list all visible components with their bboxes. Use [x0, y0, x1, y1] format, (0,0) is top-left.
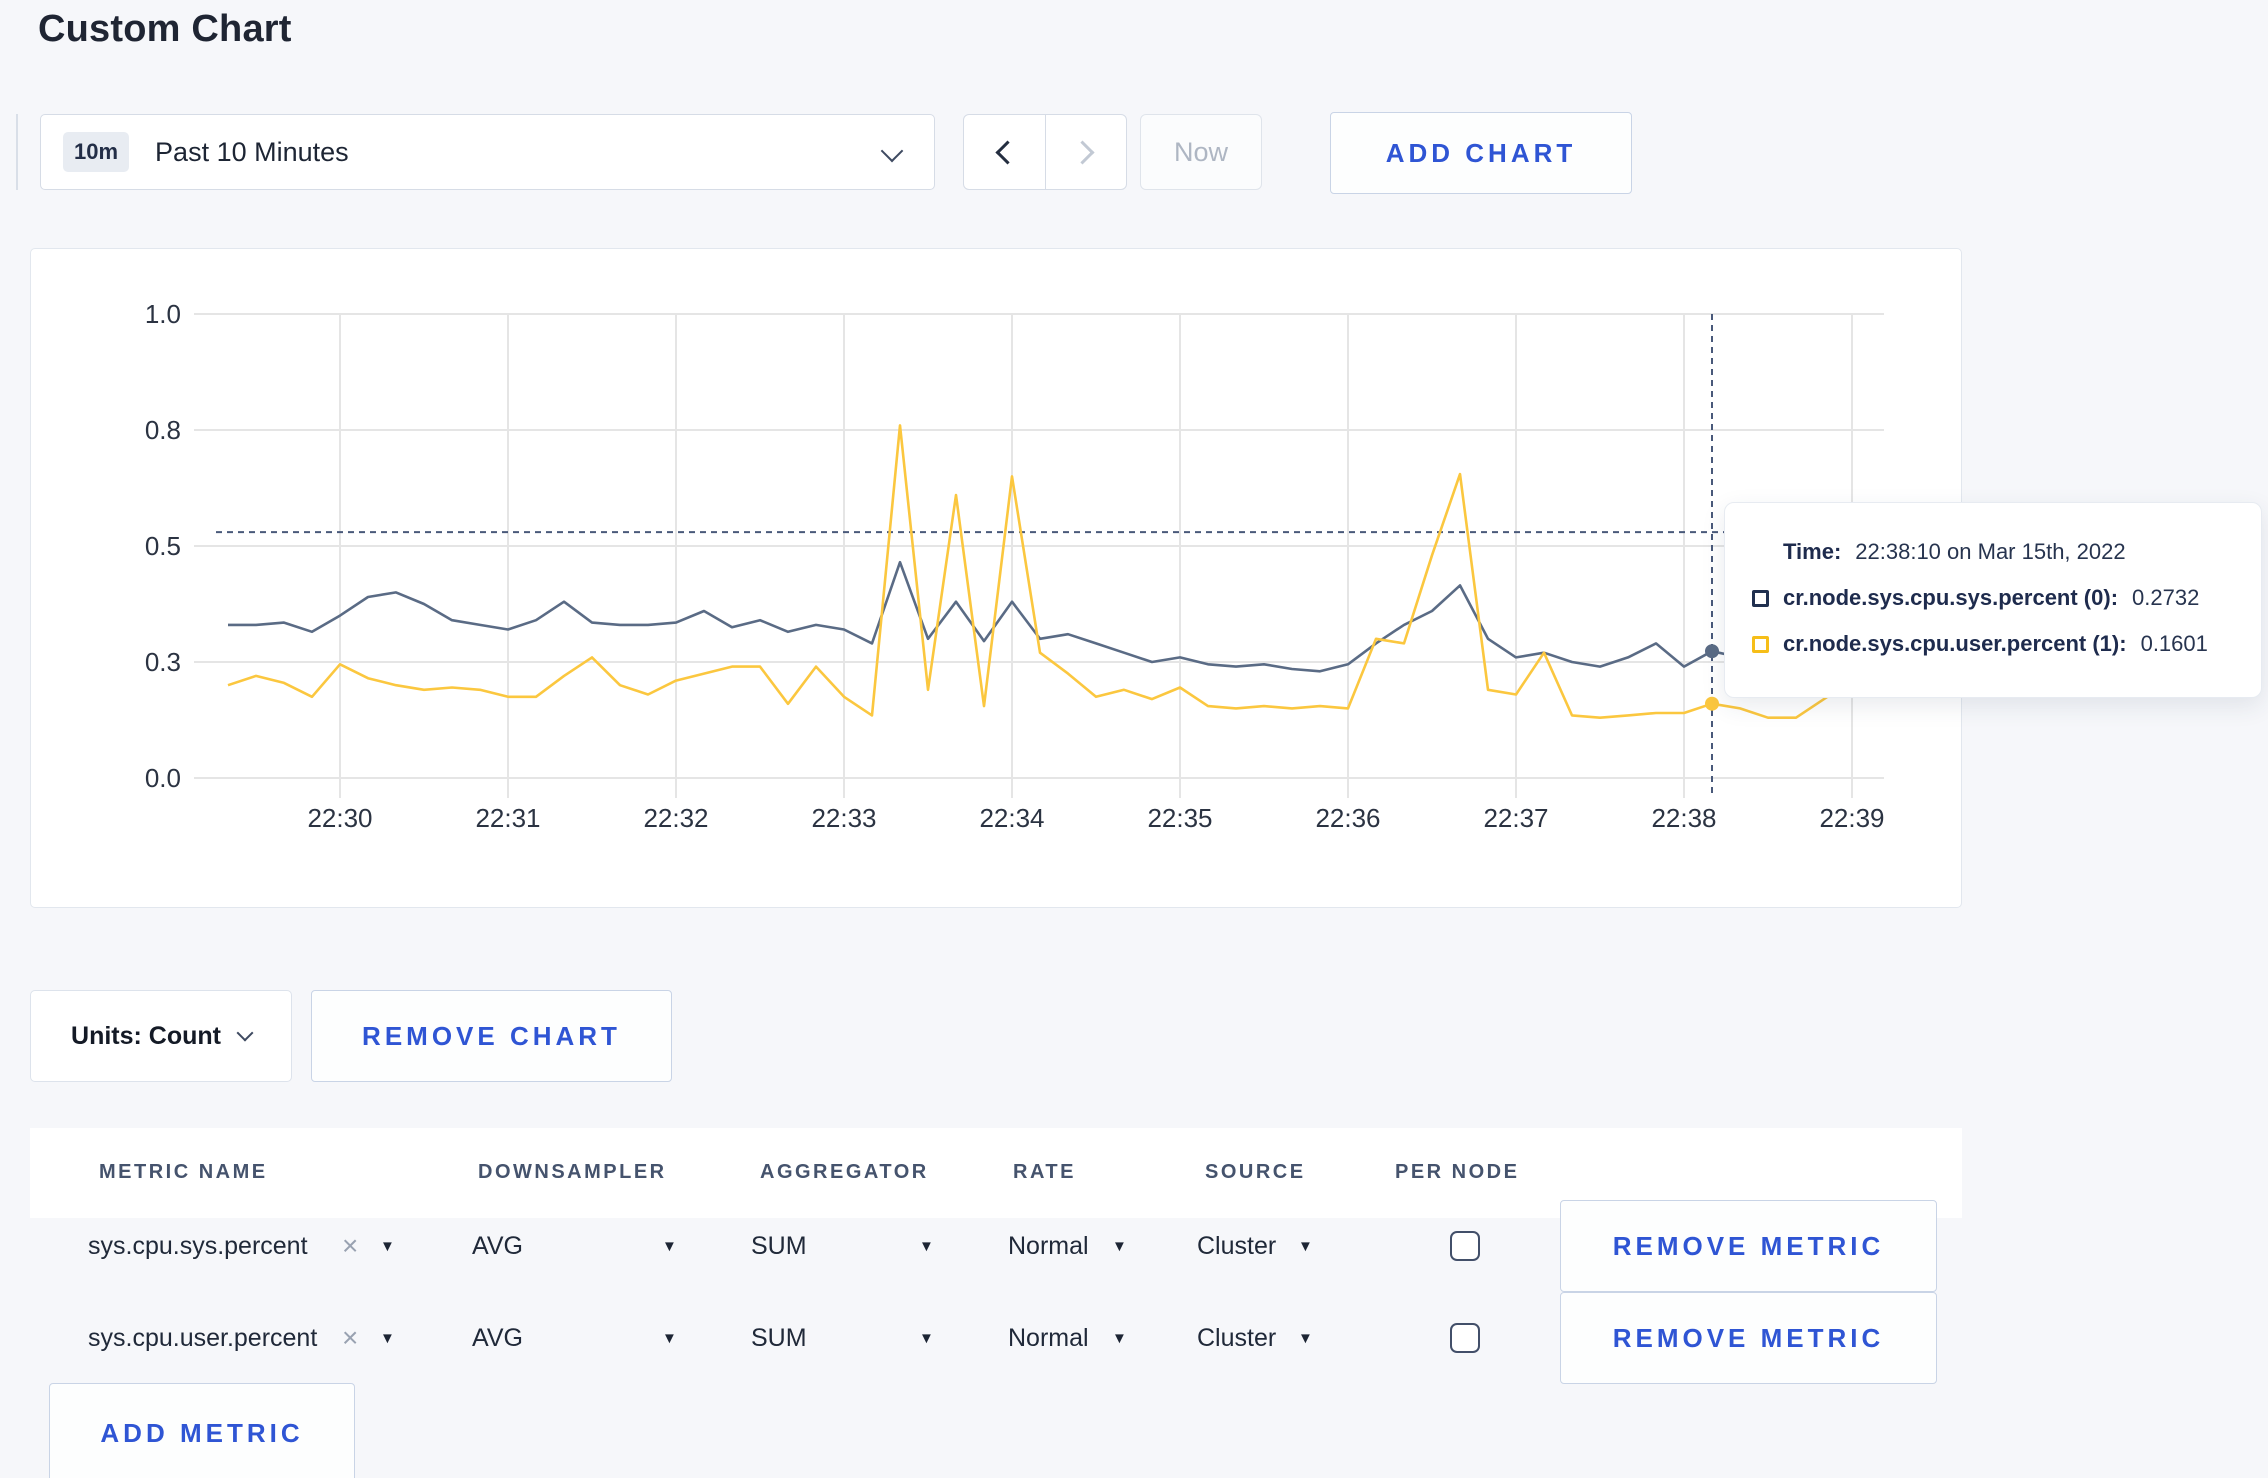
timeseries-chart[interactable]: 0.0 0.3 0.5 0.8 1.0 22:30 22:31 22:32 22:33 22:34…: [31, 249, 1960, 906]
header-source: SOURCE: [1205, 1161, 1306, 1183]
time-pager: [963, 114, 1127, 190]
svg-text:1.0: 1.0: [145, 299, 181, 329]
remove-chart-button[interactable]: REMOVE CHART: [311, 990, 672, 1082]
tooltip-time-label: Time:: [1783, 539, 1842, 564]
remove-metric-button[interactable]: REMOVE METRIC: [1560, 1292, 1937, 1384]
aggregator-select[interactable]: SUM: [751, 1231, 807, 1260]
tooltip-sys-label: cr.node.sys.cpu.sys.percent (0):: [1783, 585, 2119, 610]
chevron-down-icon[interactable]: ▼: [1298, 1237, 1313, 1255]
svg-text:0.3: 0.3: [145, 647, 181, 677]
toolbar-divider: [16, 114, 18, 190]
chart-tooltip: Time: 22:38:10 on Mar 15th, 2022 cr.node…: [1724, 502, 2262, 698]
chevron-down-icon[interactable]: ▼: [380, 1329, 395, 1347]
tooltip-sys-value: 0.2732: [2132, 585, 2200, 610]
header-aggregator: AGGREGATOR: [760, 1161, 929, 1183]
time-range-badge: 10m: [63, 132, 130, 172]
rate-select[interactable]: Normal: [1008, 1231, 1089, 1260]
chevron-down-icon[interactable]: ▼: [1112, 1237, 1127, 1255]
svg-text:22:34: 22:34: [979, 803, 1044, 833]
tooltip-user-label: cr.node.sys.cpu.user.percent (1):: [1783, 631, 2127, 656]
downsampler-select[interactable]: AVG: [472, 1323, 523, 1352]
svg-text:0.5: 0.5: [145, 531, 181, 561]
svg-text:22:37: 22:37: [1483, 803, 1548, 833]
chevron-right-icon: [1070, 139, 1095, 165]
metric-row: sys.cpu.user.percent × ▼ AVG ▼ SUM ▼ Nor…: [30, 1292, 1962, 1384]
aggregator-select[interactable]: SUM: [751, 1323, 807, 1352]
chevron-down-icon[interactable]: ▼: [662, 1237, 677, 1255]
sys-series-swatch-icon: [1752, 589, 1769, 607]
source-select[interactable]: Cluster: [1197, 1323, 1277, 1352]
chevron-down-icon[interactable]: ▼: [1112, 1329, 1127, 1347]
svg-text:0.8: 0.8: [145, 415, 181, 445]
chevron-down-icon[interactable]: ▼: [919, 1329, 934, 1347]
add-metric-button[interactable]: ADD METRIC: [49, 1383, 355, 1478]
header-per-node: PER NODE: [1395, 1161, 1520, 1183]
downsampler-select[interactable]: AVG: [472, 1231, 523, 1260]
svg-text:22:35: 22:35: [1147, 803, 1212, 833]
chevron-down-icon: [880, 139, 904, 163]
clear-metric-icon[interactable]: ×: [342, 1322, 359, 1353]
chart-card[interactable]: 0.0 0.3 0.5 0.8 1.0 22:30 22:31 22:32 22:33 22:34…: [30, 248, 1962, 908]
svg-text:22:38: 22:38: [1651, 803, 1716, 833]
now-button[interactable]: Now: [1140, 114, 1262, 190]
svg-text:22:32: 22:32: [643, 803, 708, 833]
clear-metric-icon[interactable]: ×: [342, 1230, 359, 1261]
svg-text:0.0: 0.0: [145, 763, 181, 793]
header-metric-name: METRIC NAME: [99, 1161, 268, 1183]
add-chart-button[interactable]: ADD CHART: [1330, 112, 1632, 194]
metric-name-select[interactable]: sys.cpu.sys.percent: [88, 1231, 308, 1260]
metrics-table-header: METRIC NAME DOWNSAMPLER AGGREGATOR RATE …: [30, 1128, 1962, 1218]
chevron-down-icon: [236, 1024, 254, 1042]
time-forward-button[interactable]: [1044, 115, 1127, 189]
header-downsampler: DOWNSAMPLER: [478, 1161, 667, 1183]
tooltip-time-value: 22:38:10 on Mar 15th, 2022: [1855, 539, 2126, 564]
user-series-swatch-icon: [1752, 635, 1769, 653]
page-title: Custom Chart: [38, 8, 292, 50]
source-select[interactable]: Cluster: [1197, 1231, 1277, 1260]
header-rate: RATE: [1013, 1161, 1076, 1183]
chevron-down-icon[interactable]: ▼: [662, 1329, 677, 1347]
per-node-checkbox[interactable]: [1450, 1231, 1480, 1261]
time-back-button[interactable]: [964, 115, 1045, 189]
svg-text:22:30: 22:30: [307, 803, 372, 833]
svg-text:22:39: 22:39: [1819, 803, 1884, 833]
chevron-left-icon: [995, 139, 1020, 165]
chevron-down-icon[interactable]: ▼: [919, 1237, 934, 1255]
svg-text:22:36: 22:36: [1315, 803, 1380, 833]
units-label: Units: Count: [71, 1021, 221, 1050]
time-range-dropdown[interactable]: 10m Past 10 Minutes: [40, 114, 935, 190]
svg-text:22:33: 22:33: [811, 803, 876, 833]
chevron-down-icon[interactable]: ▼: [1298, 1329, 1313, 1347]
metric-name-select[interactable]: sys.cpu.user.percent: [88, 1323, 318, 1352]
units-dropdown[interactable]: Units: Count: [30, 990, 292, 1082]
per-node-checkbox[interactable]: [1450, 1323, 1480, 1353]
svg-text:22:31: 22:31: [475, 803, 540, 833]
rate-select[interactable]: Normal: [1008, 1323, 1089, 1352]
time-range-label: Past 10 Minutes: [155, 136, 349, 167]
metric-row: sys.cpu.sys.percent × ▼ AVG ▼ SUM ▼ Norm…: [30, 1200, 1962, 1292]
chevron-down-icon[interactable]: ▼: [380, 1237, 395, 1255]
remove-metric-button[interactable]: REMOVE METRIC: [1560, 1200, 1937, 1292]
tooltip-user-value: 0.1601: [2140, 631, 2208, 656]
